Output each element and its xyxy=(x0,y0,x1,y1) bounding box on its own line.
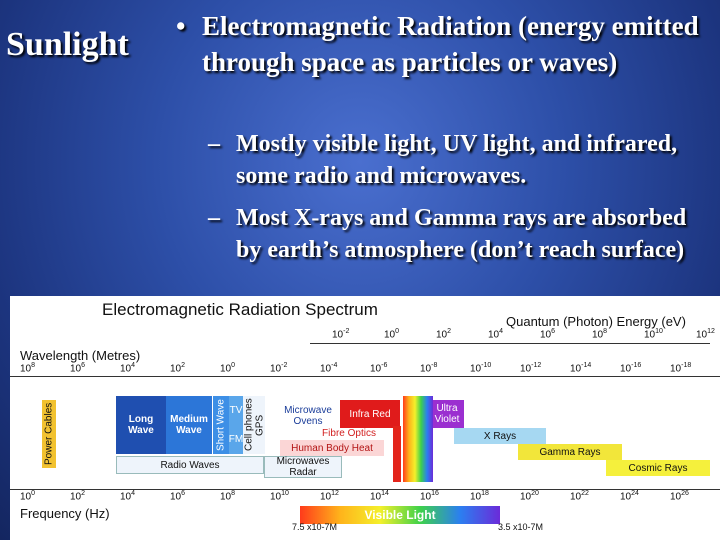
energy-axis-line xyxy=(310,343,710,344)
sub-bullet-2-text: Most X-rays and Gamma rays are absorbed … xyxy=(236,205,687,263)
wavelength-tick: 10-12 xyxy=(520,362,542,375)
x-rays-band: X Rays xyxy=(454,428,546,444)
wavelength-tick: 10-2 xyxy=(270,362,288,375)
main-bullet-text: Electromagnetic Radiation (energy emitte… xyxy=(202,11,699,77)
em-spectrum-diagram: Electromagnetic Radiation Spectrum Quant… xyxy=(10,296,720,540)
wavelength-tick: 106 xyxy=(70,362,86,375)
frequency-axis-line xyxy=(10,489,720,490)
visible-light-band: Visible Light xyxy=(300,506,500,524)
energy-tick: 100 xyxy=(384,328,400,341)
sub-bullet-1-text: Mostly visible light, UV light, and infr… xyxy=(236,131,678,189)
wavelength-tick: 104 xyxy=(120,362,136,375)
sub-bullet-dash: – xyxy=(208,131,220,157)
frequency-axis-label: Frequency (Hz) xyxy=(20,506,110,521)
energy-tick: 1012 xyxy=(696,328,715,341)
gamma-rays-band: Gamma Rays xyxy=(518,444,622,460)
energy-tick: 1010 xyxy=(644,328,663,341)
frequency-tick: 106 xyxy=(170,490,186,503)
radio-waves-band: Radio Waves xyxy=(116,456,264,474)
long-wave-band: Long Wave xyxy=(116,396,166,454)
red-light-bar xyxy=(393,426,401,482)
frequency-tick: 1022 xyxy=(570,490,589,503)
tv-band: TV xyxy=(229,396,243,425)
fibre-optics-band: Fibre Optics xyxy=(322,427,376,439)
short-wave-band: Short Wave xyxy=(213,396,229,454)
spectrum-title: Electromagnetic Radiation Spectrum xyxy=(102,300,378,319)
human-body-heat-band: Human Body Heat xyxy=(280,440,384,456)
wavelength-tick: 10-10 xyxy=(470,362,492,375)
sub-bullet-dash: – xyxy=(208,205,220,231)
frequency-tick: 1014 xyxy=(370,490,389,503)
wavelength-tick: 108 xyxy=(20,362,36,375)
wavelength-tick: 102 xyxy=(170,362,186,375)
energy-tick: 106 xyxy=(540,328,556,341)
wavelength-tick: 10-18 xyxy=(670,362,692,375)
wavelength-axis-label: Wavelength (Metres) xyxy=(20,348,141,363)
wavelength-tick: 10-6 xyxy=(370,362,388,375)
frequency-tick: 1016 xyxy=(420,490,439,503)
microwaves-radar-band: Microwaves Radar xyxy=(264,456,342,478)
energy-axis-label: Quantum (Photon) Energy (eV) xyxy=(506,314,686,329)
fm-band: FM xyxy=(229,425,243,454)
frequency-tick: 104 xyxy=(120,490,136,503)
visible-spectrum-bar xyxy=(403,396,433,482)
frequency-tick: 108 xyxy=(220,490,236,503)
visible-start-label: 7.5 x10-7M xyxy=(292,522,338,532)
wavelength-tick: 100 xyxy=(220,362,236,375)
visible-end-label: 3.5 x10-7M xyxy=(498,522,544,532)
frequency-tick: 1024 xyxy=(620,490,639,503)
bullet-dot: • xyxy=(176,11,186,41)
energy-tick: 108 xyxy=(592,328,608,341)
energy-tick: 104 xyxy=(488,328,504,341)
energy-tick: 102 xyxy=(436,328,452,341)
cosmic-rays-band: Cosmic Rays xyxy=(606,460,710,476)
frequency-tick: 1010 xyxy=(270,490,289,503)
infra-red-band: Infra Red xyxy=(340,400,400,428)
microwave-ovens-band: Microwave Ovens xyxy=(276,402,340,430)
frequency-tick: 1026 xyxy=(670,490,689,503)
frequency-tick: 1018 xyxy=(470,490,489,503)
power-cables-band: Power Cables xyxy=(42,400,56,468)
frequency-tick: 100 xyxy=(20,490,36,503)
wavelength-axis-line xyxy=(10,376,720,377)
wavelength-tick: 10-14 xyxy=(570,362,592,375)
wavelength-tick: 10-4 xyxy=(320,362,338,375)
cell-phones-band: Cell phones xyxy=(243,396,255,454)
medium-wave-band: Medium Wave xyxy=(166,396,212,454)
energy-tick: 10-2 xyxy=(332,328,350,341)
frequency-tick: 1020 xyxy=(520,490,539,503)
frequency-tick: 102 xyxy=(70,490,86,503)
gps-band: GPS xyxy=(255,396,266,454)
ultra-violet-band: Ultra Violet xyxy=(430,400,464,428)
wavelength-tick: 10-8 xyxy=(420,362,438,375)
frequency-tick: 1012 xyxy=(320,490,339,503)
wavelength-tick: 10-16 xyxy=(620,362,642,375)
slide-title: Sunlight xyxy=(6,26,129,63)
